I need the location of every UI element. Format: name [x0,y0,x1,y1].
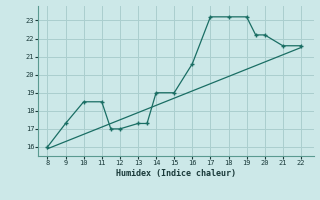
X-axis label: Humidex (Indice chaleur): Humidex (Indice chaleur) [116,169,236,178]
